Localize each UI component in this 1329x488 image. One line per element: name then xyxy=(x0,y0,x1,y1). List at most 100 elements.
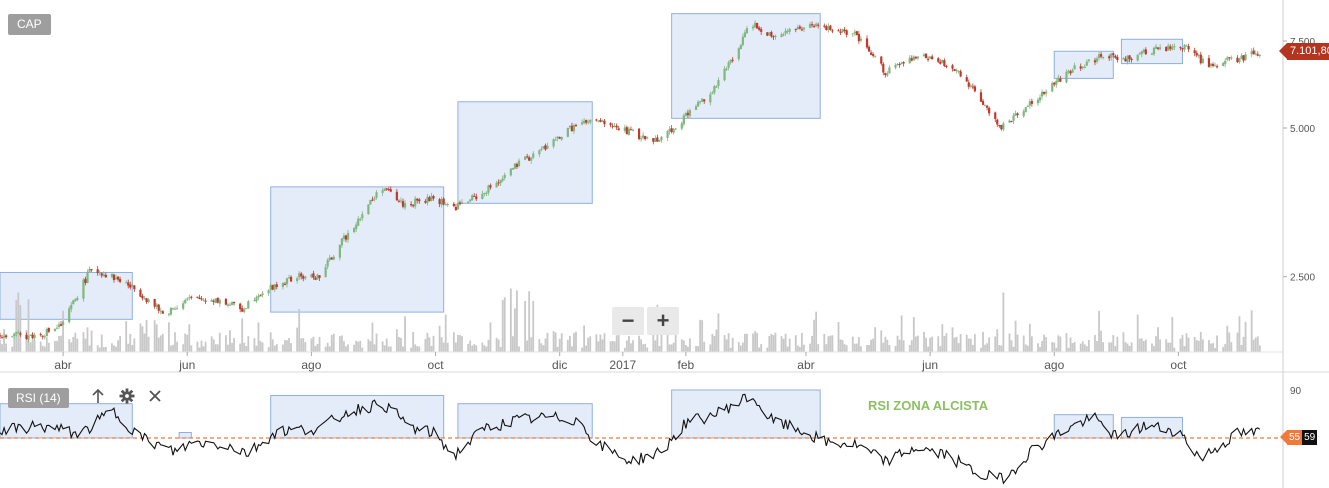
price-candles xyxy=(0,20,1261,343)
volume-bar xyxy=(157,337,160,352)
candle-body xyxy=(810,24,814,26)
price-candle xyxy=(367,204,370,215)
price-candle xyxy=(296,276,299,284)
price-candle xyxy=(1136,54,1139,62)
rsi-indicator-button[interactable]: RSI (14) xyxy=(8,388,69,408)
volume-bar xyxy=(359,340,362,352)
price-candle xyxy=(884,72,887,78)
arrow-up-icon[interactable] xyxy=(89,388,107,408)
price-candle xyxy=(1158,44,1162,51)
candle-body xyxy=(173,308,177,310)
candle-body xyxy=(300,273,303,277)
price-candle xyxy=(623,124,626,133)
volume-bar xyxy=(1230,342,1233,352)
volume-bar xyxy=(711,333,714,352)
ticker-button[interactable]: CAP xyxy=(8,14,51,35)
volume-bar xyxy=(58,336,60,352)
candle-body xyxy=(774,35,777,38)
candle-body xyxy=(1122,58,1125,60)
price-candle xyxy=(275,281,278,290)
rsi-line xyxy=(0,393,1261,485)
price-candle xyxy=(784,27,787,36)
volume-bar xyxy=(1151,343,1153,352)
price-candle xyxy=(939,59,942,65)
candle-body xyxy=(951,65,954,69)
y-tick-label: 7.500 xyxy=(1290,37,1315,48)
price-candle xyxy=(857,30,860,44)
price-candle xyxy=(489,183,492,190)
candle-body xyxy=(171,308,175,310)
volume-bar xyxy=(5,343,8,352)
volume-bar xyxy=(143,333,146,352)
candle-body xyxy=(346,232,350,240)
candle-body xyxy=(499,179,502,184)
volume-bar xyxy=(1126,343,1129,352)
volume-bar xyxy=(141,326,144,352)
volume-bar xyxy=(241,318,244,352)
price-candle xyxy=(843,26,846,34)
gear-icon[interactable] xyxy=(118,388,136,408)
volume-bar xyxy=(499,346,502,352)
price-candle xyxy=(61,320,65,326)
price-candle xyxy=(1252,47,1255,55)
volume-bar xyxy=(556,346,559,352)
candle-body xyxy=(1014,113,1017,116)
price-candle xyxy=(1000,124,1003,131)
price-candle xyxy=(703,99,706,104)
candle-body xyxy=(1181,48,1184,50)
volume-bar xyxy=(369,341,372,352)
candle-body xyxy=(717,80,720,87)
volume-bar xyxy=(68,339,71,352)
price-candle xyxy=(526,153,529,159)
price-candle xyxy=(1036,97,1040,106)
volume-bar xyxy=(442,342,445,352)
volume-bar xyxy=(737,342,740,352)
highlight-boxes xyxy=(0,13,1183,320)
price-candle xyxy=(27,335,30,343)
volume-bar xyxy=(330,334,333,352)
zoom-in-button[interactable]: + xyxy=(647,307,679,335)
candle-body xyxy=(723,68,726,81)
candle-body xyxy=(401,201,405,207)
rsi-highlight-box xyxy=(270,394,445,439)
price-candle xyxy=(70,301,73,313)
candle-body xyxy=(361,214,364,219)
price-candle xyxy=(216,297,219,304)
price-candle xyxy=(737,47,740,62)
volume-bar xyxy=(125,321,128,352)
y-tick-label: 2.500 xyxy=(1290,273,1315,284)
price-candle xyxy=(127,279,130,289)
price-candle xyxy=(625,125,628,135)
candle-body xyxy=(994,112,997,119)
candle-body xyxy=(1099,54,1103,57)
volume-bar xyxy=(1195,340,1198,352)
candle-body xyxy=(342,235,346,239)
candle-body xyxy=(694,106,698,110)
volume-bar xyxy=(229,330,231,352)
price-candle xyxy=(1055,78,1058,88)
price-candle xyxy=(104,272,107,278)
candle-body xyxy=(908,57,911,64)
volume-bar xyxy=(88,345,91,352)
zoom-out-button[interactable]: − xyxy=(612,307,644,335)
price-candle xyxy=(855,30,858,36)
volume-bar xyxy=(1157,327,1159,352)
volume-bar xyxy=(630,343,632,352)
price-candle xyxy=(715,85,718,88)
price-candle xyxy=(271,284,274,291)
volume-bar xyxy=(367,339,370,352)
volume-bar xyxy=(880,330,883,352)
price-candle xyxy=(487,184,490,196)
price-candle xyxy=(259,294,262,297)
candle-body xyxy=(1209,63,1213,66)
candle-body xyxy=(756,22,759,29)
price-highlight-box xyxy=(270,186,445,313)
price-candle xyxy=(515,162,519,170)
candle-body xyxy=(1008,120,1011,123)
candle-body xyxy=(45,329,48,337)
candle-body xyxy=(1230,57,1233,59)
volume-bar xyxy=(623,347,626,352)
price-candle xyxy=(786,28,789,35)
x-tick-label: ago xyxy=(1044,358,1064,372)
close-icon[interactable] xyxy=(146,388,164,408)
